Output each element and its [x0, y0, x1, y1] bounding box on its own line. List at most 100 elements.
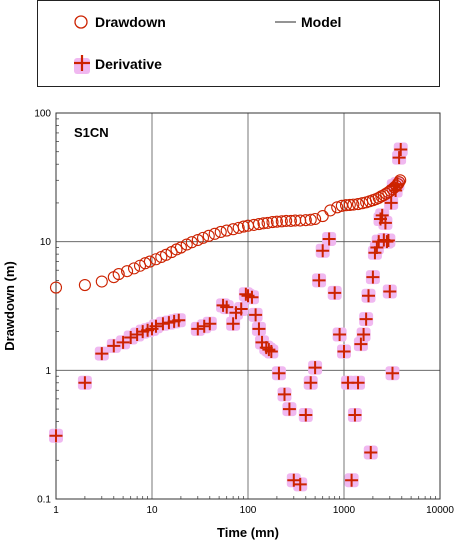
drawdown-point	[299, 214, 312, 227]
derivative-point	[282, 402, 296, 416]
drawdown-point	[304, 213, 317, 226]
x-axis-title: Time (mn)	[217, 525, 279, 540]
legend-model-label: Model	[301, 14, 342, 30]
legend-symbols	[74, 15, 296, 74]
drawdown-point	[331, 201, 344, 214]
derivative-point	[333, 327, 347, 341]
derivative-point	[354, 337, 368, 351]
drawdown-point	[214, 225, 227, 238]
drawdown-point	[266, 216, 279, 229]
drawdown-point	[280, 214, 293, 227]
derivative-point	[385, 366, 399, 380]
drawdown-point	[159, 248, 173, 261]
drawdown-point	[191, 233, 204, 247]
derivative-point	[234, 302, 248, 316]
drawdown-point	[275, 215, 288, 228]
derivative-point	[345, 473, 359, 487]
derivative-point	[107, 339, 121, 353]
drawdown-point	[95, 275, 108, 288]
derivative-point	[322, 232, 336, 246]
derivative-point	[172, 313, 186, 327]
derivative-point	[364, 445, 378, 459]
derivative-point	[351, 376, 365, 390]
derivative-point	[116, 335, 130, 349]
drawdown-point	[247, 218, 260, 231]
derivative-point	[191, 322, 205, 336]
derivative-point	[249, 308, 263, 322]
drawdown-point	[343, 198, 356, 211]
y-tick-label: 10	[40, 237, 52, 248]
derivative-point	[149, 319, 163, 333]
drawdown-point	[257, 217, 270, 230]
derivative-point	[392, 151, 406, 165]
drawdown-point	[208, 227, 221, 240]
derivative-point	[383, 284, 397, 298]
derivative-point	[375, 208, 389, 222]
drawdown-point	[143, 255, 156, 268]
drawdown-point	[121, 265, 134, 278]
derivative-point	[124, 330, 138, 344]
x-tick-label: 1000	[333, 505, 356, 516]
derivative-point	[348, 408, 362, 422]
legend-box: Drawdown Model Derivative	[37, 0, 440, 87]
chart-title: S1CN	[74, 125, 109, 140]
derivative-point	[378, 216, 392, 230]
derivative-point	[337, 345, 351, 359]
derivative-point	[366, 270, 380, 284]
drawdown-point	[309, 212, 322, 226]
derivative-point	[293, 477, 307, 491]
drawdown-point	[270, 215, 283, 228]
derivative-point	[197, 319, 211, 333]
derivative-shadow-layer	[49, 142, 408, 492]
derivative-point	[278, 387, 291, 401]
drawdown-point	[351, 198, 365, 211]
legend-drawdown-label: Drawdown	[95, 14, 166, 30]
derivative-point	[49, 429, 63, 443]
legend-derivative-label: Derivative	[95, 56, 162, 72]
drawdown-point	[149, 253, 163, 266]
drawdown-point	[324, 204, 337, 217]
derivative-point	[389, 183, 403, 197]
drawdown-point	[112, 268, 125, 281]
derivative-point	[299, 408, 313, 422]
derivative-point	[357, 327, 371, 341]
derivative-point	[203, 317, 217, 331]
derivative-point	[328, 286, 342, 300]
derivative-point	[390, 177, 404, 191]
drawdown-point	[339, 199, 353, 212]
x-tick-label: 100	[240, 505, 257, 516]
derivative-point	[316, 244, 330, 258]
marker-layer	[49, 143, 408, 491]
derivative-point	[130, 327, 144, 341]
derivative-point	[245, 290, 259, 304]
plot-frame	[55, 112, 441, 500]
derivative-point	[381, 234, 395, 248]
derivative-point	[239, 287, 253, 301]
drawdown-point	[335, 199, 348, 212]
derivative-point	[272, 366, 286, 380]
derivative-point	[156, 317, 170, 331]
derivative-point	[308, 361, 322, 375]
y-axis-title: Drawdown (m)	[2, 261, 17, 351]
derivative-point	[262, 343, 276, 357]
derivative-point	[78, 376, 92, 390]
x-tick-label: 1	[53, 505, 59, 516]
derivative-point	[304, 376, 318, 390]
drawdown-point	[202, 229, 215, 242]
drawdown-point	[261, 216, 274, 229]
y-tick-label: 1	[45, 366, 51, 377]
x-tick-label: 10000	[426, 505, 454, 516]
y-tick-label: 100	[34, 109, 51, 120]
drawdown-point	[174, 241, 187, 254]
drawdown-point	[196, 231, 210, 244]
drawdown-point	[284, 214, 297, 227]
derivative-point	[226, 317, 240, 331]
derivative-point	[252, 322, 266, 336]
drawdown-point	[78, 279, 91, 292]
derivative-point	[394, 143, 408, 157]
drawdown-point	[347, 198, 360, 211]
derivative-point	[220, 300, 234, 314]
derivative-point	[312, 273, 326, 287]
